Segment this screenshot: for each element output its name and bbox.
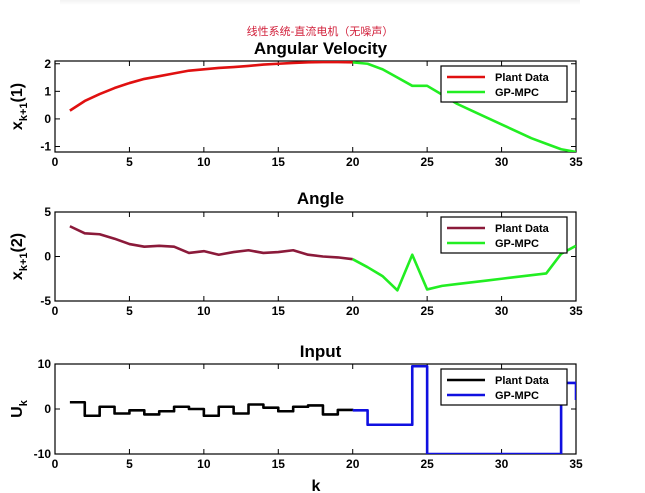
x-tick-label: 15 [272, 457, 286, 471]
y-tick-label: 2 [44, 57, 51, 71]
x-tick-label: 20 [346, 155, 360, 169]
y-tick-label: -1 [40, 139, 51, 153]
x-tick-label: 20 [346, 457, 360, 471]
y-label-subscript: k+1 [18, 252, 30, 271]
x-tick-label: 30 [495, 304, 509, 318]
y-tick-label: 0 [44, 402, 51, 416]
legend-label: Plant Data [495, 72, 550, 84]
y-tick-label: 1 [44, 84, 51, 98]
series-line-gp-mpc [352, 61, 576, 152]
x-tick-label: 25 [420, 457, 434, 471]
x-tick-label: 15 [272, 155, 286, 169]
series-line-plant-data [69, 400, 355, 418]
top-shadow-strip [60, 0, 580, 5]
x-tick-label: 0 [52, 304, 59, 318]
series-group [69, 225, 576, 292]
subplot-title: Angular Velocity [254, 39, 388, 58]
legend: Plant Data GP-MPC [440, 65, 568, 103]
legend-label: GP-MPC [495, 390, 539, 402]
y-tick-label: 0 [44, 250, 51, 264]
y-label-subscript: k+1 [18, 102, 30, 121]
subplot-title: Angle [297, 189, 344, 208]
legend-box [440, 216, 568, 254]
x-tick-label: 25 [420, 155, 434, 169]
x-tick-label: 10 [197, 155, 211, 169]
figure-supertitle: 线性系统-直流电机（无噪声） [247, 24, 394, 38]
y-label-subscript: k [18, 399, 30, 406]
y-tick-label: 0 [44, 112, 51, 126]
x-tick-label: 25 [420, 304, 434, 318]
y-label-main: x [9, 121, 26, 130]
x-tick-label: 35 [569, 457, 583, 471]
x-tick-label: 0 [52, 457, 59, 471]
legend-label: GP-MPC [495, 238, 539, 250]
legend: Plant Data GP-MPC [440, 368, 568, 406]
legend-label: GP-MPC [495, 87, 539, 99]
series-group [69, 61, 576, 152]
x-axis-label: k [312, 478, 321, 493]
y-tick-label: -10 [34, 447, 52, 461]
x-tick-label: 10 [197, 457, 211, 471]
x-tick-label: 35 [569, 155, 583, 169]
legend-label: Plant Data [495, 223, 550, 235]
y-tick-label: 10 [38, 357, 52, 371]
x-tick-label: 5 [126, 457, 133, 471]
y-label-suffix: (2) [9, 233, 26, 253]
y-tick-label: 5 [44, 205, 51, 219]
x-tick-label: 5 [126, 155, 133, 169]
y-label-main: x [9, 271, 26, 280]
series-line-plant-data [69, 225, 353, 261]
y-axis-label: xk+1(1) [9, 83, 30, 130]
y-label-main: U [9, 406, 26, 418]
y-axis-label: xk+1(2) [9, 233, 30, 280]
series-line-gp-mpc [352, 244, 576, 292]
x-tick-label: 30 [495, 155, 509, 169]
legend-label: Plant Data [495, 375, 550, 387]
legend-box [440, 65, 568, 103]
y-tick-label: -5 [40, 294, 51, 308]
subplot-title: Input [300, 342, 342, 361]
x-tick-label: 20 [346, 304, 360, 318]
y-axis-label: Uk [9, 399, 30, 418]
x-tick-label: 15 [272, 304, 286, 318]
x-tick-label: 0 [52, 155, 59, 169]
legend: Plant Data GP-MPC [440, 216, 568, 254]
x-tick-label: 10 [197, 304, 211, 318]
x-tick-label: 30 [495, 457, 509, 471]
x-tick-label: 5 [126, 304, 133, 318]
x-tick-label: 35 [569, 304, 583, 318]
series-group [69, 364, 576, 454]
series-line-plant-data [69, 61, 353, 112]
y-label-suffix: (1) [9, 83, 26, 103]
series-line-gp-mpc [352, 364, 576, 454]
legend-box [440, 368, 568, 406]
